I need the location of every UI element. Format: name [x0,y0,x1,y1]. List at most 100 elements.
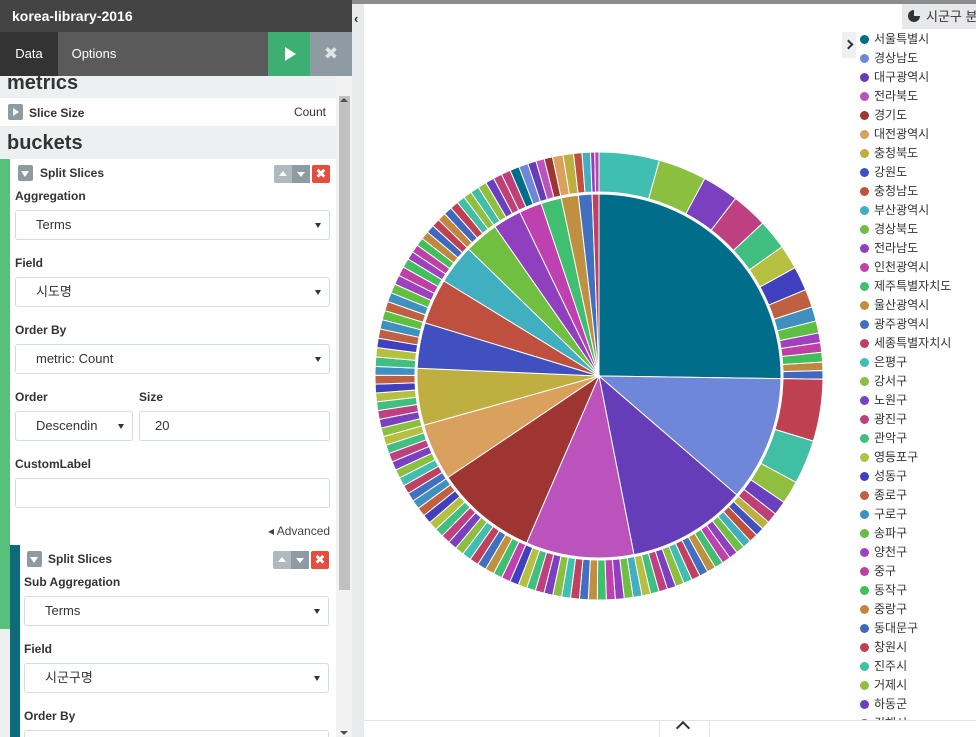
legend-item[interactable]: 경상남도 [860,49,918,68]
pie-slice-outer[interactable] [596,559,607,601]
order-by-select[interactable]: metric: Count [15,344,330,374]
legend-item[interactable]: 충청북도 [860,144,918,163]
legend-item[interactable]: 대전광역시 [860,125,929,144]
pie-slice-inner[interactable] [598,374,738,556]
advanced-toggle[interactable]: ◂ Advanced [268,524,331,538]
legend-item[interactable]: 영등포구 [860,448,918,467]
aggregation-select[interactable]: Terms [15,210,330,240]
discard-changes-button[interactable]: ✖ [310,32,352,76]
legend-item-label: 영등포구 [874,450,919,464]
caret-down-icon[interactable] [27,551,42,567]
legend-item[interactable]: 동작구 [860,581,907,600]
metric-slice-size[interactable]: Slice Size Count [0,98,336,126]
sub-field-select[interactable]: 시군구명 [24,663,329,693]
sub-agg-controls: ✖ [273,551,329,569]
legend-item[interactable]: 중랑구 [860,600,907,619]
legend-item[interactable]: 대구광역시 [860,68,929,87]
legend-toggle-button[interactable] [842,32,856,58]
legend-item[interactable]: 구로구 [860,505,907,524]
sub-field-label: Field [24,642,53,656]
caret-down-icon[interactable] [18,165,33,181]
legend-item[interactable]: 거제시 [860,676,907,695]
legend-item-label: 강원도 [874,165,908,179]
legend-item[interactable]: 진주시 [860,657,907,676]
scroll-down-icon[interactable] [340,731,348,735]
legend-item[interactable]: 세종특별자치시 [860,334,951,353]
legend-item[interactable]: 강서구 [860,372,907,391]
legend-item-label: 하동군 [874,697,908,711]
size-label: Size [139,390,164,404]
legend-color-dot-icon [860,453,869,462]
field-select[interactable]: 시도명 [15,277,330,307]
legend-item-label: 노원구 [874,393,908,407]
legend-item[interactable]: 부산광역시 [860,201,929,220]
sidebar-collapse-strip[interactable] [352,4,364,737]
move-down-icon[interactable] [292,165,310,183]
sub-aggregation-select[interactable]: Terms [24,596,329,626]
scrollbar-thumb[interactable] [339,96,350,590]
move-up-icon[interactable] [273,551,291,569]
legend-item-label: 동작구 [874,583,908,597]
legend-item[interactable]: 은평구 [860,353,907,372]
legend-item[interactable]: 양천구 [860,543,907,562]
legend-item[interactable]: 종로구 [860,486,907,505]
legend-item[interactable]: 강원도 [860,163,907,182]
legend-item[interactable]: 노원구 [860,391,907,410]
legend-item-label: 전라북도 [874,89,919,103]
legend-color-dot-icon [860,396,869,405]
legend-item[interactable]: 관악구 [860,429,907,448]
sub-order-by-select[interactable] [24,730,329,737]
move-up-icon[interactable] [274,165,292,183]
scroll-up-icon[interactable] [340,98,348,102]
legend-item-label: 동대문구 [874,621,919,635]
legend-item[interactable]: 경기도 [860,106,907,125]
legend-color-dot-icon [860,301,869,310]
legend-item-label: 거제시 [874,678,908,692]
move-down-icon[interactable] [291,551,309,569]
legend-item[interactable]: 전라남도 [860,239,918,258]
order-select[interactable]: Descendin [15,411,133,441]
custom-label-input[interactable] [15,478,330,508]
legend-item[interactable]: 경상북도 [860,220,918,239]
pie-slice-inner[interactable] [447,374,601,544]
legend-item[interactable]: 동대문구 [860,619,918,638]
legend-color-dot-icon [860,719,869,720]
pie-slice-inner[interactable] [591,193,600,377]
apply-changes-button[interactable] [268,32,310,76]
pie-slice-inner[interactable] [597,375,782,496]
remove-agg-button[interactable]: ✖ [312,165,330,183]
legend-item-label: 관악구 [874,431,908,445]
legend-color-dot-icon [860,643,869,652]
pie-slice-inner[interactable] [598,193,782,380]
legend-item[interactable]: 하동군 [860,695,907,714]
legend-item[interactable]: 전라북도 [860,87,918,106]
remove-sub-agg-button[interactable]: ✖ [311,551,329,569]
legend-item[interactable]: 성동구 [860,467,907,486]
legend-item[interactable]: 김해시 [860,714,907,720]
tab-data[interactable]: Data [0,32,58,76]
legend-item-label: 광주광역시 [874,317,930,331]
collapse-sidebar-icon[interactable]: ‹ [354,11,359,26]
pie-slice-outer[interactable] [782,370,824,380]
legend-color-dot-icon [860,624,869,633]
pie-slice-inner[interactable] [525,374,635,559]
caret-right-icon[interactable] [8,104,23,120]
legend-item-label: 구로구 [874,507,908,521]
legend-item[interactable]: 송파구 [860,524,907,543]
legend-item[interactable]: 제주특별자치도 [860,277,951,296]
legend-color-dot-icon [860,206,869,215]
pie-slice-outer[interactable] [594,151,600,193]
legend-item-label: 경상남도 [874,51,919,65]
legend-item[interactable]: 중구 [860,562,896,581]
legend-item[interactable]: 창원시 [860,638,907,657]
size-input[interactable]: 20 [139,411,330,441]
pie-slice-outer[interactable] [374,374,416,385]
chevron-up-icon[interactable] [675,720,691,736]
legend-item[interactable]: 충청남도 [860,182,918,201]
legend-item[interactable]: 인천광역시 [860,258,929,277]
legend-item[interactable]: 울산광역시 [860,296,929,315]
legend-item[interactable]: 서울특별시 [860,30,929,49]
tab-options[interactable]: Options [71,46,117,61]
legend-item[interactable]: 광주광역시 [860,315,929,334]
legend-item[interactable]: 광진구 [860,410,907,429]
